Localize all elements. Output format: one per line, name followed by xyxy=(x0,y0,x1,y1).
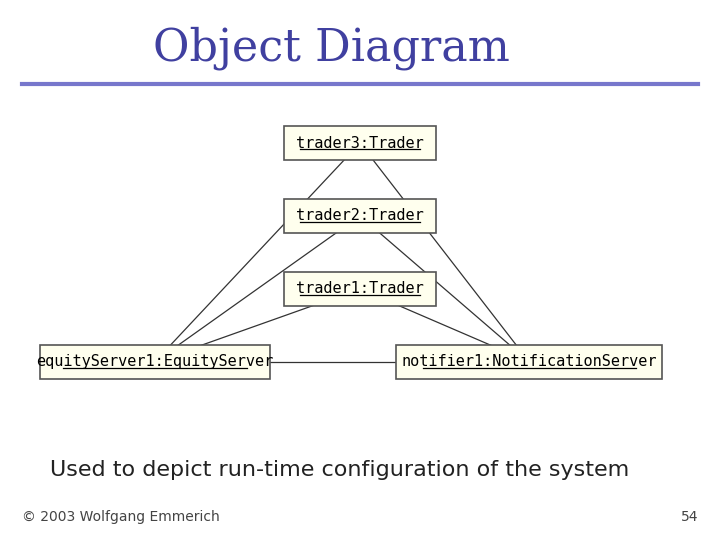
FancyBboxPatch shape xyxy=(40,345,270,379)
Text: © 2003 Wolfgang Emmerich: © 2003 Wolfgang Emmerich xyxy=(22,510,220,524)
Text: trader1:Trader: trader1:Trader xyxy=(296,281,424,296)
Text: Used to depict run-time configuration of the system: Used to depict run-time configuration of… xyxy=(50,460,630,480)
Text: Object Diagram: Object Diagram xyxy=(153,27,510,70)
Text: notifier1:NotificationServer: notifier1:NotificationServer xyxy=(402,354,657,369)
FancyBboxPatch shape xyxy=(396,345,662,379)
FancyBboxPatch shape xyxy=(284,199,436,233)
FancyBboxPatch shape xyxy=(284,126,436,160)
FancyBboxPatch shape xyxy=(284,272,436,306)
Text: trader2:Trader: trader2:Trader xyxy=(296,208,424,224)
Text: 54: 54 xyxy=(681,510,698,524)
Text: trader3:Trader: trader3:Trader xyxy=(296,136,424,151)
Text: equityServer1:EquityServer: equityServer1:EquityServer xyxy=(36,354,274,369)
